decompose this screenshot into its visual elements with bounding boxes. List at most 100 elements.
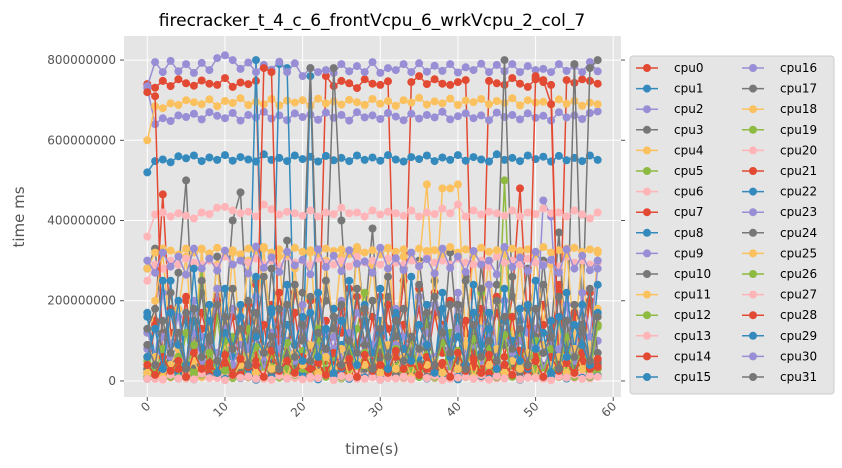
- data-point-cpu9: [469, 66, 478, 75]
- data-point-cpu16: [500, 296, 509, 305]
- data-point-cpu0: [151, 83, 160, 92]
- data-point-cpu20: [446, 209, 455, 218]
- data-point-cpu2: [399, 116, 408, 125]
- data-point-cpu20: [197, 208, 206, 217]
- data-point-cpu31: [384, 352, 392, 361]
- data-point-cpu4: [283, 96, 292, 105]
- data-point-cpu30: [500, 243, 509, 251]
- data-point-cpu30: [492, 270, 501, 279]
- data-point-cpu18: [368, 246, 377, 255]
- data-point-cpu2: [384, 109, 392, 117]
- data-point-cpu2: [485, 116, 493, 125]
- data-point-cpu9: [438, 66, 447, 75]
- legend-swatch-marker: [749, 125, 757, 134]
- data-point-cpu28: [570, 368, 579, 377]
- legend-label-cpu30: cpu30: [780, 349, 817, 363]
- data-point-cpu28: [259, 372, 268, 381]
- legend-label-cpu0: cpu0: [674, 61, 703, 75]
- data-point-cpu31: [205, 336, 214, 345]
- data-point-cpu31: [593, 312, 602, 321]
- data-point-cpu18: [422, 247, 431, 255]
- data-point-cpu24: [461, 276, 470, 285]
- data-point-cpu1: [391, 155, 400, 164]
- data-point-cpu4: [314, 94, 323, 103]
- data-point-cpu18: [259, 243, 268, 251]
- data-point-cpu23: [554, 344, 563, 353]
- data-point-cpu29: [321, 324, 330, 333]
- data-point-cpu27: [143, 374, 152, 383]
- data-point-cpu22: [562, 288, 571, 297]
- data-point-cpu30: [244, 269, 253, 278]
- data-point-cpu30: [523, 267, 532, 276]
- data-point-cpu4: [585, 98, 594, 107]
- data-point-cpu18: [228, 246, 237, 255]
- data-point-cpu4: [189, 98, 198, 107]
- data-point-cpu0: [523, 82, 532, 91]
- data-point-cpu20: [453, 200, 462, 209]
- y-axis-label: time ms: [10, 186, 28, 247]
- data-point-cpu20: [508, 206, 517, 215]
- data-point-cpu28: [252, 360, 260, 369]
- data-point-cpu31: [321, 344, 330, 353]
- data-point-cpu20: [267, 205, 276, 214]
- data-point-cpu30: [415, 262, 424, 271]
- legend-swatch-marker: [643, 331, 651, 340]
- data-point-cpu2: [321, 108, 330, 117]
- data-point-cpu31: [376, 324, 385, 333]
- data-point-cpu31: [221, 312, 229, 321]
- data-point-cpu24: [353, 284, 361, 293]
- data-point-cpu20: [562, 212, 571, 221]
- data-point-cpu2: [585, 109, 594, 117]
- data-point-cpu4: [415, 93, 424, 102]
- data-point-cpu20: [189, 214, 198, 223]
- legend-swatch-marker: [749, 167, 757, 175]
- data-point-cpu27: [376, 375, 385, 384]
- data-point-cpu1: [290, 151, 299, 160]
- data-point-cpu10: [570, 60, 579, 69]
- data-point-cpu22: [500, 284, 509, 293]
- data-point-cpu0: [228, 82, 237, 91]
- data-point-cpu30: [283, 247, 292, 256]
- data-point-cpu9: [508, 60, 517, 69]
- data-point-cpu1: [399, 157, 408, 166]
- data-point-cpu31: [399, 356, 408, 365]
- data-point-cpu28: [182, 372, 191, 381]
- data-point-cpu9: [485, 68, 493, 77]
- data-point-cpu0: [415, 72, 424, 81]
- data-point-cpu4: [321, 99, 330, 108]
- data-point-cpu28: [477, 368, 486, 377]
- data-point-cpu18: [182, 244, 191, 253]
- data-point-cpu0: [189, 81, 198, 90]
- data-point-cpu2: [166, 117, 175, 125]
- data-point-cpu0: [508, 74, 517, 83]
- data-point-cpu2: [283, 116, 292, 125]
- data-point-cpu30: [593, 256, 602, 265]
- series-layer: [143, 51, 602, 385]
- x-tick-label: 30: [366, 399, 387, 420]
- data-point-cpu29: [205, 300, 214, 309]
- data-point-cpu25: [306, 340, 315, 349]
- data-point-cpu24: [415, 280, 424, 289]
- data-point-cpu31: [368, 364, 377, 373]
- data-point-cpu0: [453, 78, 462, 87]
- data-point-cpu29: [485, 324, 493, 333]
- data-point-cpu0: [158, 76, 167, 85]
- data-point-cpu31: [174, 328, 183, 337]
- data-point-cpu31: [337, 360, 346, 369]
- data-point-cpu24: [539, 280, 548, 289]
- data-point-cpu30: [554, 268, 563, 277]
- data-point-cpu29: [469, 308, 478, 317]
- data-point-cpu9: [290, 59, 299, 68]
- data-point-cpu31: [430, 360, 439, 369]
- legend-label-cpu19: cpu19: [780, 123, 817, 137]
- data-point-cpu20: [275, 210, 284, 219]
- data-point-cpu18: [360, 248, 369, 257]
- data-point-cpu22: [422, 300, 431, 309]
- data-point-cpu0: [213, 80, 222, 89]
- data-point-cpu4: [453, 101, 462, 109]
- data-point-cpu24: [298, 336, 307, 345]
- data-point-cpu30: [430, 269, 439, 278]
- data-point-cpu24: [259, 272, 268, 281]
- data-point-cpu2: [197, 115, 206, 124]
